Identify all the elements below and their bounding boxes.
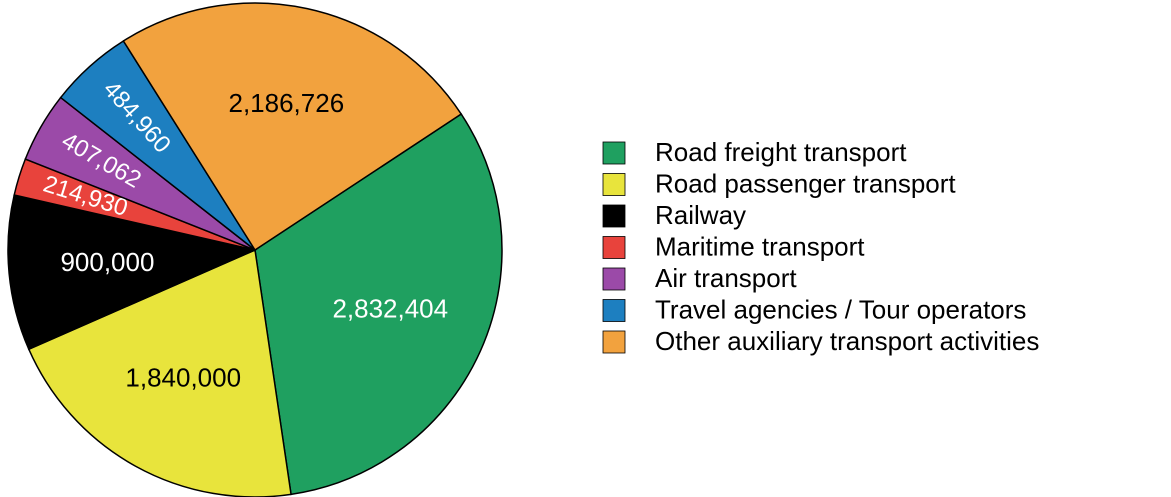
legend-swatch	[602, 236, 626, 259]
pie-slice	[254, 112, 503, 496]
legend-label: Travel agencies / Tour operators	[655, 294, 1026, 324]
legend-label: Road passenger transport	[655, 168, 956, 198]
slice-label: 2,186,726	[228, 88, 344, 118]
legend-label: Air transport	[655, 263, 797, 293]
legend-swatch	[602, 204, 626, 228]
legend-swatch	[602, 299, 626, 322]
pie-slice	[7, 194, 258, 351]
legend-swatch	[602, 267, 626, 291]
legend-label: Maritime transport	[655, 231, 865, 261]
pie-slice	[122, 2, 463, 252]
legend-label: Road freight transport	[655, 137, 907, 167]
legend-swatch	[602, 330, 626, 354]
legend-swatch	[602, 173, 626, 196]
legend-swatch	[602, 141, 626, 165]
slice-label: 1,840,000	[125, 363, 241, 393]
slice-label: 2,832,404	[332, 293, 448, 323]
slice-label: 900,000	[60, 247, 154, 277]
legend-label: Other auxiliary transport activities	[655, 326, 1039, 356]
legend-label: Railway	[655, 200, 746, 230]
